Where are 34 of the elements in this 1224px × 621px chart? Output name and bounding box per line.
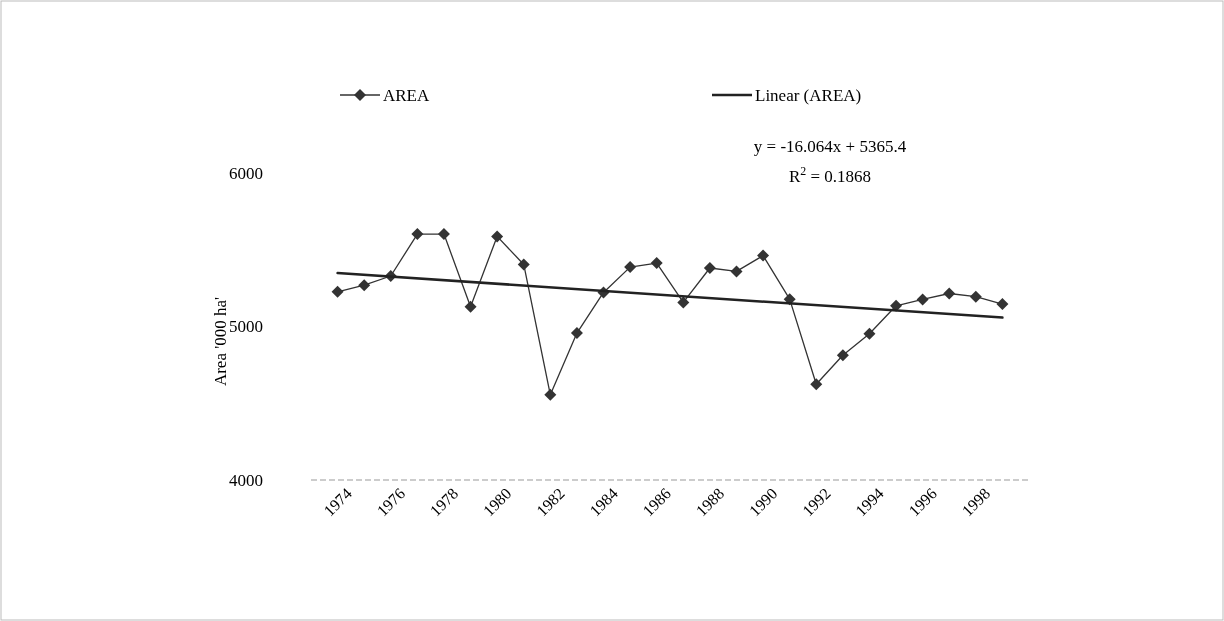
y-axis-title: Area '000 ha' — [211, 296, 230, 387]
point — [491, 230, 504, 243]
point — [996, 298, 1009, 311]
point — [810, 378, 823, 391]
x-tick-label: 1992 — [799, 484, 834, 520]
point — [703, 262, 716, 275]
point — [677, 296, 690, 309]
point — [916, 293, 929, 306]
point — [464, 300, 477, 313]
point — [943, 287, 956, 300]
point — [517, 258, 530, 271]
y-tick-label: 5000 — [229, 317, 263, 337]
point — [730, 265, 743, 278]
annotation: R$^{2}$ = 0.1868 — [788, 164, 872, 186]
point — [570, 327, 583, 340]
x-tick-label: 1990 — [745, 484, 781, 520]
point — [437, 228, 450, 241]
y-tick-label: 6000 — [229, 163, 263, 183]
point — [969, 290, 982, 303]
text: y = -16.064x + 5365.4 — [753, 137, 907, 156]
point — [331, 285, 344, 298]
point — [624, 261, 637, 274]
x-tick-label: 1980 — [479, 484, 515, 520]
point — [836, 349, 849, 362]
legend-label: AREA — [383, 85, 430, 105]
point — [358, 279, 371, 292]
y-tick-label: 4000 — [229, 470, 263, 490]
legend-label: Linear (AREA) — [755, 85, 862, 105]
x-tick-label: 1982 — [533, 484, 568, 520]
point — [411, 228, 424, 241]
point — [757, 249, 770, 262]
point — [544, 388, 557, 401]
point — [650, 257, 663, 270]
point — [863, 327, 876, 340]
